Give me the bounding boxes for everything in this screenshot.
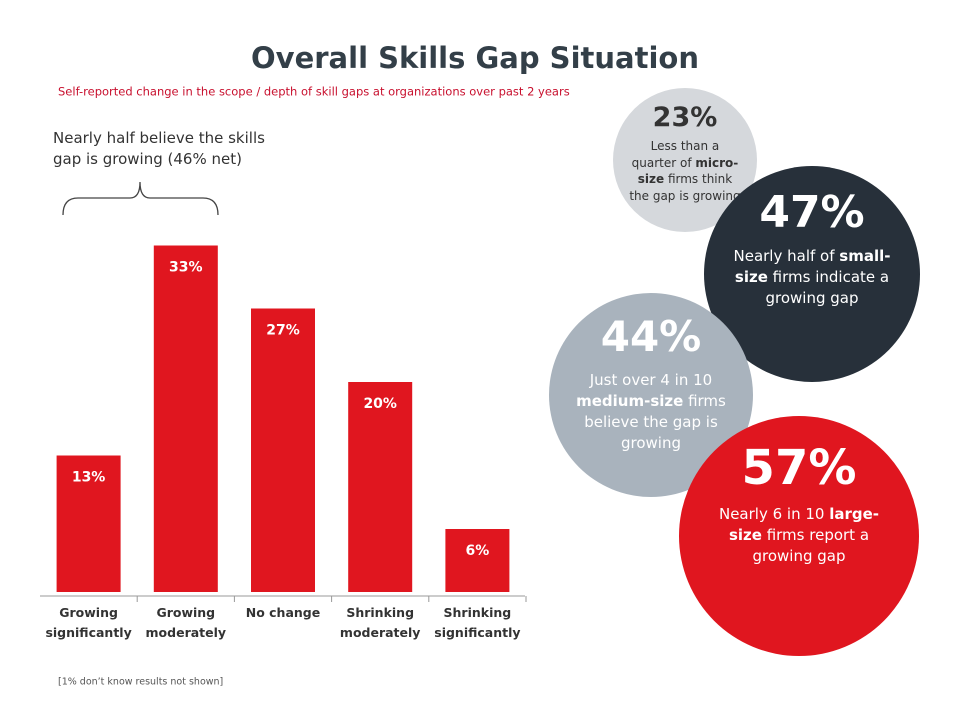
callout-value: 23% [652, 101, 718, 133]
callout-circle [704, 166, 920, 382]
callout-box: 44% Just over 4 in 10 medium-size firms b… [572, 311, 730, 454]
x-tick-label: Shrinking significantly [434, 605, 521, 640]
callout-text: Just over 4 in 10 medium-size firms beli… [572, 370, 730, 454]
bar [348, 382, 413, 592]
callout-circle [613, 88, 757, 232]
annotation-box: Nearly half believe the skills gap is gr… [53, 129, 265, 168]
callout-text-before: Just over 4 in 10 [589, 370, 713, 389]
callout: 23% Less than a quarter of micro-size fir… [629, 101, 741, 205]
chart-subtitle: Self-reported change in the scope / dept… [58, 85, 570, 99]
callout-text-bold: large-size [728, 504, 880, 544]
callout-value: 44% [600, 312, 702, 362]
x-tick-label: No change [245, 605, 321, 620]
value-label: 6% [466, 543, 490, 559]
value-label: 33% [169, 260, 203, 276]
callout-text-after: firms report a growing gap [752, 525, 870, 565]
chart-title: Overall Skills Gap Situation [251, 41, 699, 75]
callout-text-bold: micro-size [637, 155, 739, 187]
x-label-box: Shrinking significantly [434, 605, 521, 640]
x-tick-label: Shrinking moderately [339, 605, 421, 640]
bracket [62, 181, 219, 216]
callout-circle [549, 293, 753, 497]
x-label-box: Shrinking moderately [339, 605, 421, 640]
callout-text-after: firms indicate a growing gap [765, 268, 890, 308]
value-label: 27% [266, 323, 300, 339]
callout-text: Nearly 6 in 10 large-size firms report a… [706, 504, 892, 567]
callout-value: 57% [741, 439, 857, 496]
callout-text-after: firms think the gap is growing [629, 172, 741, 204]
value-label: 20% [363, 396, 397, 412]
callout-text: Less than a quarter of micro-size firms … [629, 138, 741, 205]
callout-text-bold: medium-size [576, 391, 684, 410]
bar [445, 529, 510, 592]
callout-box: 23% Less than a quarter of micro-size fir… [629, 101, 741, 205]
callout-box: 57% Nearly 6 in 10 large-size firms repor… [706, 438, 892, 567]
callout: 44% Just over 4 in 10 medium-size firms b… [572, 311, 730, 454]
callout-box: 47% Nearly half of small-size firms indic… [728, 185, 895, 309]
callout: 47% Nearly half of small-size firms indic… [728, 185, 895, 309]
x-tick-label: Growing moderately [145, 605, 227, 640]
callout-text-before: Nearly half of [733, 247, 840, 266]
bar [153, 245, 218, 592]
footnote: [1% don’t know results not shown] [58, 677, 223, 688]
callout: 57% Nearly 6 in 10 large-size firms repor… [706, 438, 892, 567]
callout-text-before: Nearly 6 in 10 [718, 504, 830, 523]
bar [251, 308, 315, 592]
callout-value: 47% [759, 187, 865, 239]
value-label: 13% [72, 470, 106, 486]
callout-text-bold: small-size [734, 247, 891, 287]
callout-text: Nearly half of small-size firms indicate… [728, 246, 895, 309]
x-tick-label: Growing significantly [45, 605, 132, 640]
callout-text-before: Less than a quarter of [631, 138, 720, 170]
callout-circle [679, 416, 919, 656]
bar [56, 455, 121, 592]
callout-text-after: firms believe the gap is growing [584, 391, 726, 452]
x-label-box: Growing significantly [45, 605, 132, 640]
annotation: Nearly half believe the skills gap is gr… [53, 129, 265, 168]
x-label-box: Growing moderately [145, 605, 227, 640]
x-label-box: No change [245, 605, 321, 620]
